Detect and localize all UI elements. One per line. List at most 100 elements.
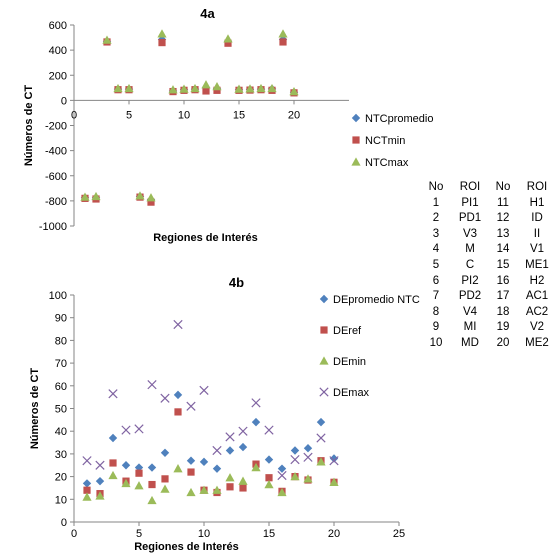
data-point [329,456,339,466]
roi-name-cell: ME1 [525,258,549,271]
data-point [82,456,92,466]
data-point [124,83,134,93]
data-point [223,34,233,43]
x-stroke [316,433,326,443]
legend-marker [351,157,361,166]
x-stroke [173,319,183,330]
data-point [158,38,166,47]
legend-entry: DEpromedio NTC [319,294,420,306]
y-tick-label: -600 [45,171,67,183]
data-point [186,401,196,411]
legend-label: DEmax [333,387,370,399]
roi-number-cell: 17 [496,290,510,303]
y-tick-label: 20 [55,472,67,484]
data-point [213,86,221,94]
y-tick-label: 80 [55,335,67,347]
roi-number-cell: 18 [496,305,510,318]
roi-table-header: No ROI No ROI [420,180,556,196]
roi-table-header-roi-1: ROI [459,181,481,193]
roi-table-header-no-2: No [495,181,511,193]
roi-table-row: 1 PI1 11 H1 [420,196,556,212]
roi-table-row: 8 V4 18 AC2 [420,305,556,321]
roi-name-cell: ID [531,212,543,225]
data-point [174,408,182,416]
roi-name-cell: PI2 [461,274,479,287]
legend-label: DEmin [333,356,366,368]
roi-number-cell: 12 [496,212,510,225]
roi-name-cell: V2 [529,321,545,334]
x-stroke [329,456,339,466]
x-stroke [82,456,92,466]
x-stroke [95,460,105,470]
x-axis-label: Regiones de Interés [134,541,239,553]
x-tick-label: 20 [288,109,300,121]
series-DEmin [82,457,339,505]
data-point [91,191,101,201]
data-point [251,417,261,427]
data-point [201,80,211,89]
y-axis-label: Números de CT [23,85,35,167]
data-point [121,461,131,470]
y-tick-label: 60 [55,381,67,393]
roi-number-cell: 3 [432,227,440,240]
data-point [264,425,274,435]
roi-name-cell: MD [461,336,479,349]
x-stroke [225,432,235,442]
data-point [186,487,196,497]
x-stroke [147,380,157,390]
roi-name-cell: H2 [529,274,545,287]
data-point [147,495,157,505]
data-point [179,84,189,93]
roi-table-row: 6 PI2 16 H2 [420,274,556,290]
data-point [187,468,195,476]
x-tick-label: 0 [71,528,77,540]
data-point [251,398,261,408]
roi-number-cell: 2 [432,212,440,225]
data-point [135,469,143,477]
roi-number-cell: 8 [432,305,440,318]
data-point [134,481,144,490]
data-point [173,464,183,473]
series-DEref [83,408,338,498]
data-point [147,463,157,472]
data-point [279,38,287,46]
data-point [95,460,105,470]
legend-marker [319,387,329,397]
series-NCTmin [81,38,298,206]
data-point [108,433,118,443]
data-point [135,191,145,200]
x-stroke [277,470,287,481]
data-point [303,444,313,453]
x-axis-label: Regiones de Interés [153,232,258,244]
data-point [146,193,156,202]
data-point [239,484,247,492]
roi-name-cell: V1 [529,243,545,256]
data-point [238,426,248,436]
data-point [316,457,326,466]
data-point [267,83,277,93]
data-point [316,417,326,427]
x-stroke [251,398,261,408]
y-tick-label: 40 [55,426,67,438]
x-stroke [186,401,196,411]
data-point [329,454,339,463]
data-point [82,479,92,488]
legend-entry: DEmin [319,356,366,368]
data-point [134,424,144,434]
roi-number-cell: 10 [429,336,443,349]
roi-name-cell: PI1 [461,196,479,209]
roi-name-cell: C [465,258,475,271]
legend-marker [352,136,360,144]
y-tick-label: -800 [45,196,67,208]
y-tick-label: -400 [45,146,67,158]
roi-table-row: 5 C 15 ME1 [420,258,556,274]
x-tick-label: 15 [233,109,245,121]
data-point [212,81,222,91]
legend-label: DEref [333,325,362,337]
data-point [238,442,248,452]
roi-number-cell: 13 [496,227,510,240]
data-point [199,457,209,467]
x-tick-label: 15 [263,528,275,540]
legend-entry: NTCmax [351,157,409,169]
